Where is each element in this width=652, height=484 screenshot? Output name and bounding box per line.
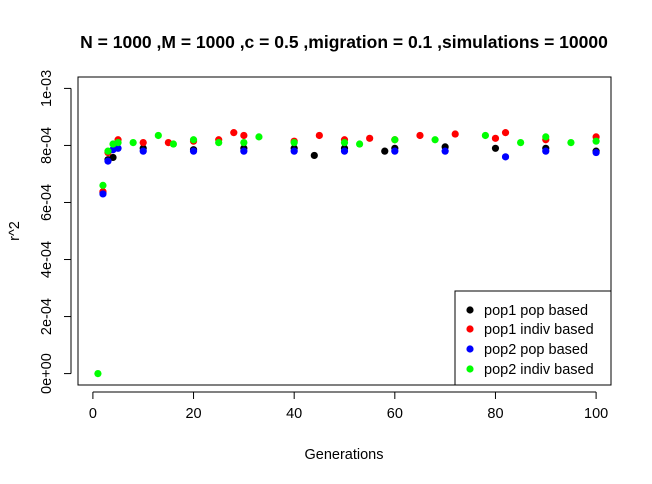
legend-marker-pop1-indiv-based [466,325,474,333]
data-point [340,147,349,155]
data-point [567,138,575,147]
data-point [391,147,399,155]
legend-label-pop1-indiv-based: pop1 indiv based [484,322,594,338]
data-point [139,138,147,147]
y-tick-label: 8e-04 [39,127,55,164]
series-1 [99,129,600,196]
series-0 [99,143,600,197]
legend-label-pop1-pop-based: pop1 pop based [484,303,588,319]
legend: pop1 pop based pop1 indiv based pop2 pop… [454,290,612,386]
data-point [114,138,122,147]
data-point [189,147,198,155]
x-tick-label: 100 [584,406,608,422]
y-axis: 0e+00 2e-04 4e-04 6e-04 8e-04 1e-03 [39,70,72,394]
y-axis-title: r^2 [7,221,23,241]
chart-title: N = 1000 ,M = 1000 ,c = 0.5 ,migration =… [80,32,608,52]
data-point [139,147,147,155]
data-point [94,369,102,378]
data-point [99,181,107,189]
y-tick-label: 4e-04 [39,241,55,278]
data-point [215,138,223,147]
x-tick-label: 0 [89,406,97,422]
data-point [290,147,298,155]
x-tick-label: 60 [387,406,403,422]
x-tick-label: 80 [487,406,503,422]
data-point [592,148,600,157]
data-point [255,133,263,141]
data-point [491,134,500,142]
data-point [240,131,248,140]
data-point [416,131,424,140]
data-point [109,153,117,162]
data-point [114,144,122,152]
data-point [517,138,525,147]
legend-label-pop2-pop-based: pop2 pop based [484,342,588,358]
data-point [391,136,399,144]
data-point [542,133,550,141]
data-point [104,157,112,165]
data-point [381,147,389,155]
x-tick-label: 20 [185,406,201,422]
data-point [481,131,489,140]
data-point [542,147,550,155]
series-2 [99,144,600,198]
data-point [491,144,500,152]
x-axis-title: Generations [305,447,384,463]
data-point [240,147,248,155]
legend-marker-pop2-indiv-based [466,365,474,373]
legend-label-pop2-indiv-based: pop2 indiv based [484,362,594,378]
x-tick-label: 40 [286,406,302,422]
data-point [355,140,364,148]
data-points [94,129,600,378]
data-point [501,129,510,137]
plot-frame [77,76,612,386]
series-3 [94,131,600,378]
data-point [290,138,298,147]
data-point [104,147,112,155]
data-point [592,137,600,145]
y-tick-label: 1e-03 [39,70,55,107]
data-point [154,131,162,140]
data-point [310,151,318,160]
legend-box [454,290,612,386]
data-point [240,138,248,147]
x-axis: 0 20 40 60 80 100 [89,391,608,422]
legend-marker-pop1-pop-based [466,306,474,314]
y-tick-label: 0e+00 [39,353,55,394]
data-point [189,136,198,144]
data-point [315,131,323,140]
data-point [230,129,238,137]
y-tick-label: 6e-04 [39,184,55,221]
data-point [431,136,439,144]
y-tick-label: 2e-04 [39,298,55,335]
data-point [441,147,449,155]
data-point [169,140,178,148]
data-point [99,190,107,198]
data-point [129,138,137,147]
data-point [366,134,374,142]
data-point [451,130,459,138]
data-point [501,153,510,161]
data-point [340,138,349,147]
legend-marker-pop2-pop-based [466,345,474,353]
